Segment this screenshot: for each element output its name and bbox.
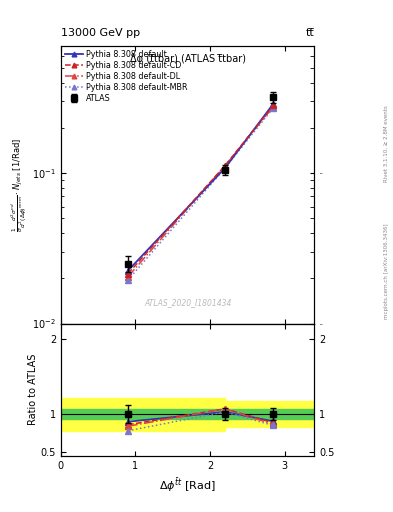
Line: Pythia 8.308 default: Pythia 8.308 default <box>125 101 276 273</box>
Y-axis label: $\frac{1}{\sigma}\frac{d^2\sigma^{nd}}{d^2(\Delta\phi)^{norm}}\cdot N_{jets}$ [1: $\frac{1}{\sigma}\frac{d^2\sigma^{nd}}{d… <box>9 138 28 232</box>
Pythia 8.308 default-DL <box>222 163 227 169</box>
Pythia 8.308 default-CD <box>126 270 130 276</box>
Text: 13000 GeV pp: 13000 GeV pp <box>61 28 140 38</box>
Text: mcplots.cern.ch [arXiv:1306.3436]: mcplots.cern.ch [arXiv:1306.3436] <box>384 224 389 319</box>
Pythia 8.308 default <box>222 165 227 171</box>
Legend: Pythia 8.308 default, Pythia 8.308 default-CD, Pythia 8.308 default-DL, Pythia 8: Pythia 8.308 default, Pythia 8.308 defau… <box>63 49 189 105</box>
Pythia 8.308 default-CD <box>271 102 276 109</box>
Pythia 8.308 default-MBR <box>126 277 130 283</box>
Text: Δφ (t̅tbar) (ATLAS t̅tbar): Δφ (t̅tbar) (ATLAS t̅tbar) <box>130 54 246 65</box>
Pythia 8.308 default <box>126 267 130 273</box>
Pythia 8.308 default-DL <box>271 103 276 110</box>
X-axis label: $\Delta\phi^{\bar{t}t}$ [Rad]: $\Delta\phi^{\bar{t}t}$ [Rad] <box>159 476 216 494</box>
Text: tt̅: tt̅ <box>306 28 314 38</box>
Line: Pythia 8.308 default-CD: Pythia 8.308 default-CD <box>125 102 276 276</box>
Text: Rivet 3.1.10, ≥ 2.8M events: Rivet 3.1.10, ≥ 2.8M events <box>384 105 389 182</box>
Pythia 8.308 default <box>271 100 276 106</box>
Pythia 8.308 default-MBR <box>271 105 276 111</box>
Pythia 8.308 default-DL <box>126 273 130 280</box>
Text: ATLAS_2020_I1801434: ATLAS_2020_I1801434 <box>144 298 231 307</box>
Pythia 8.308 default-CD <box>222 163 227 169</box>
Line: Pythia 8.308 default-DL: Pythia 8.308 default-DL <box>125 104 276 280</box>
Line: Pythia 8.308 default-MBR: Pythia 8.308 default-MBR <box>125 105 276 283</box>
Y-axis label: Ratio to ATLAS: Ratio to ATLAS <box>28 354 38 425</box>
Pythia 8.308 default-MBR <box>222 165 227 171</box>
